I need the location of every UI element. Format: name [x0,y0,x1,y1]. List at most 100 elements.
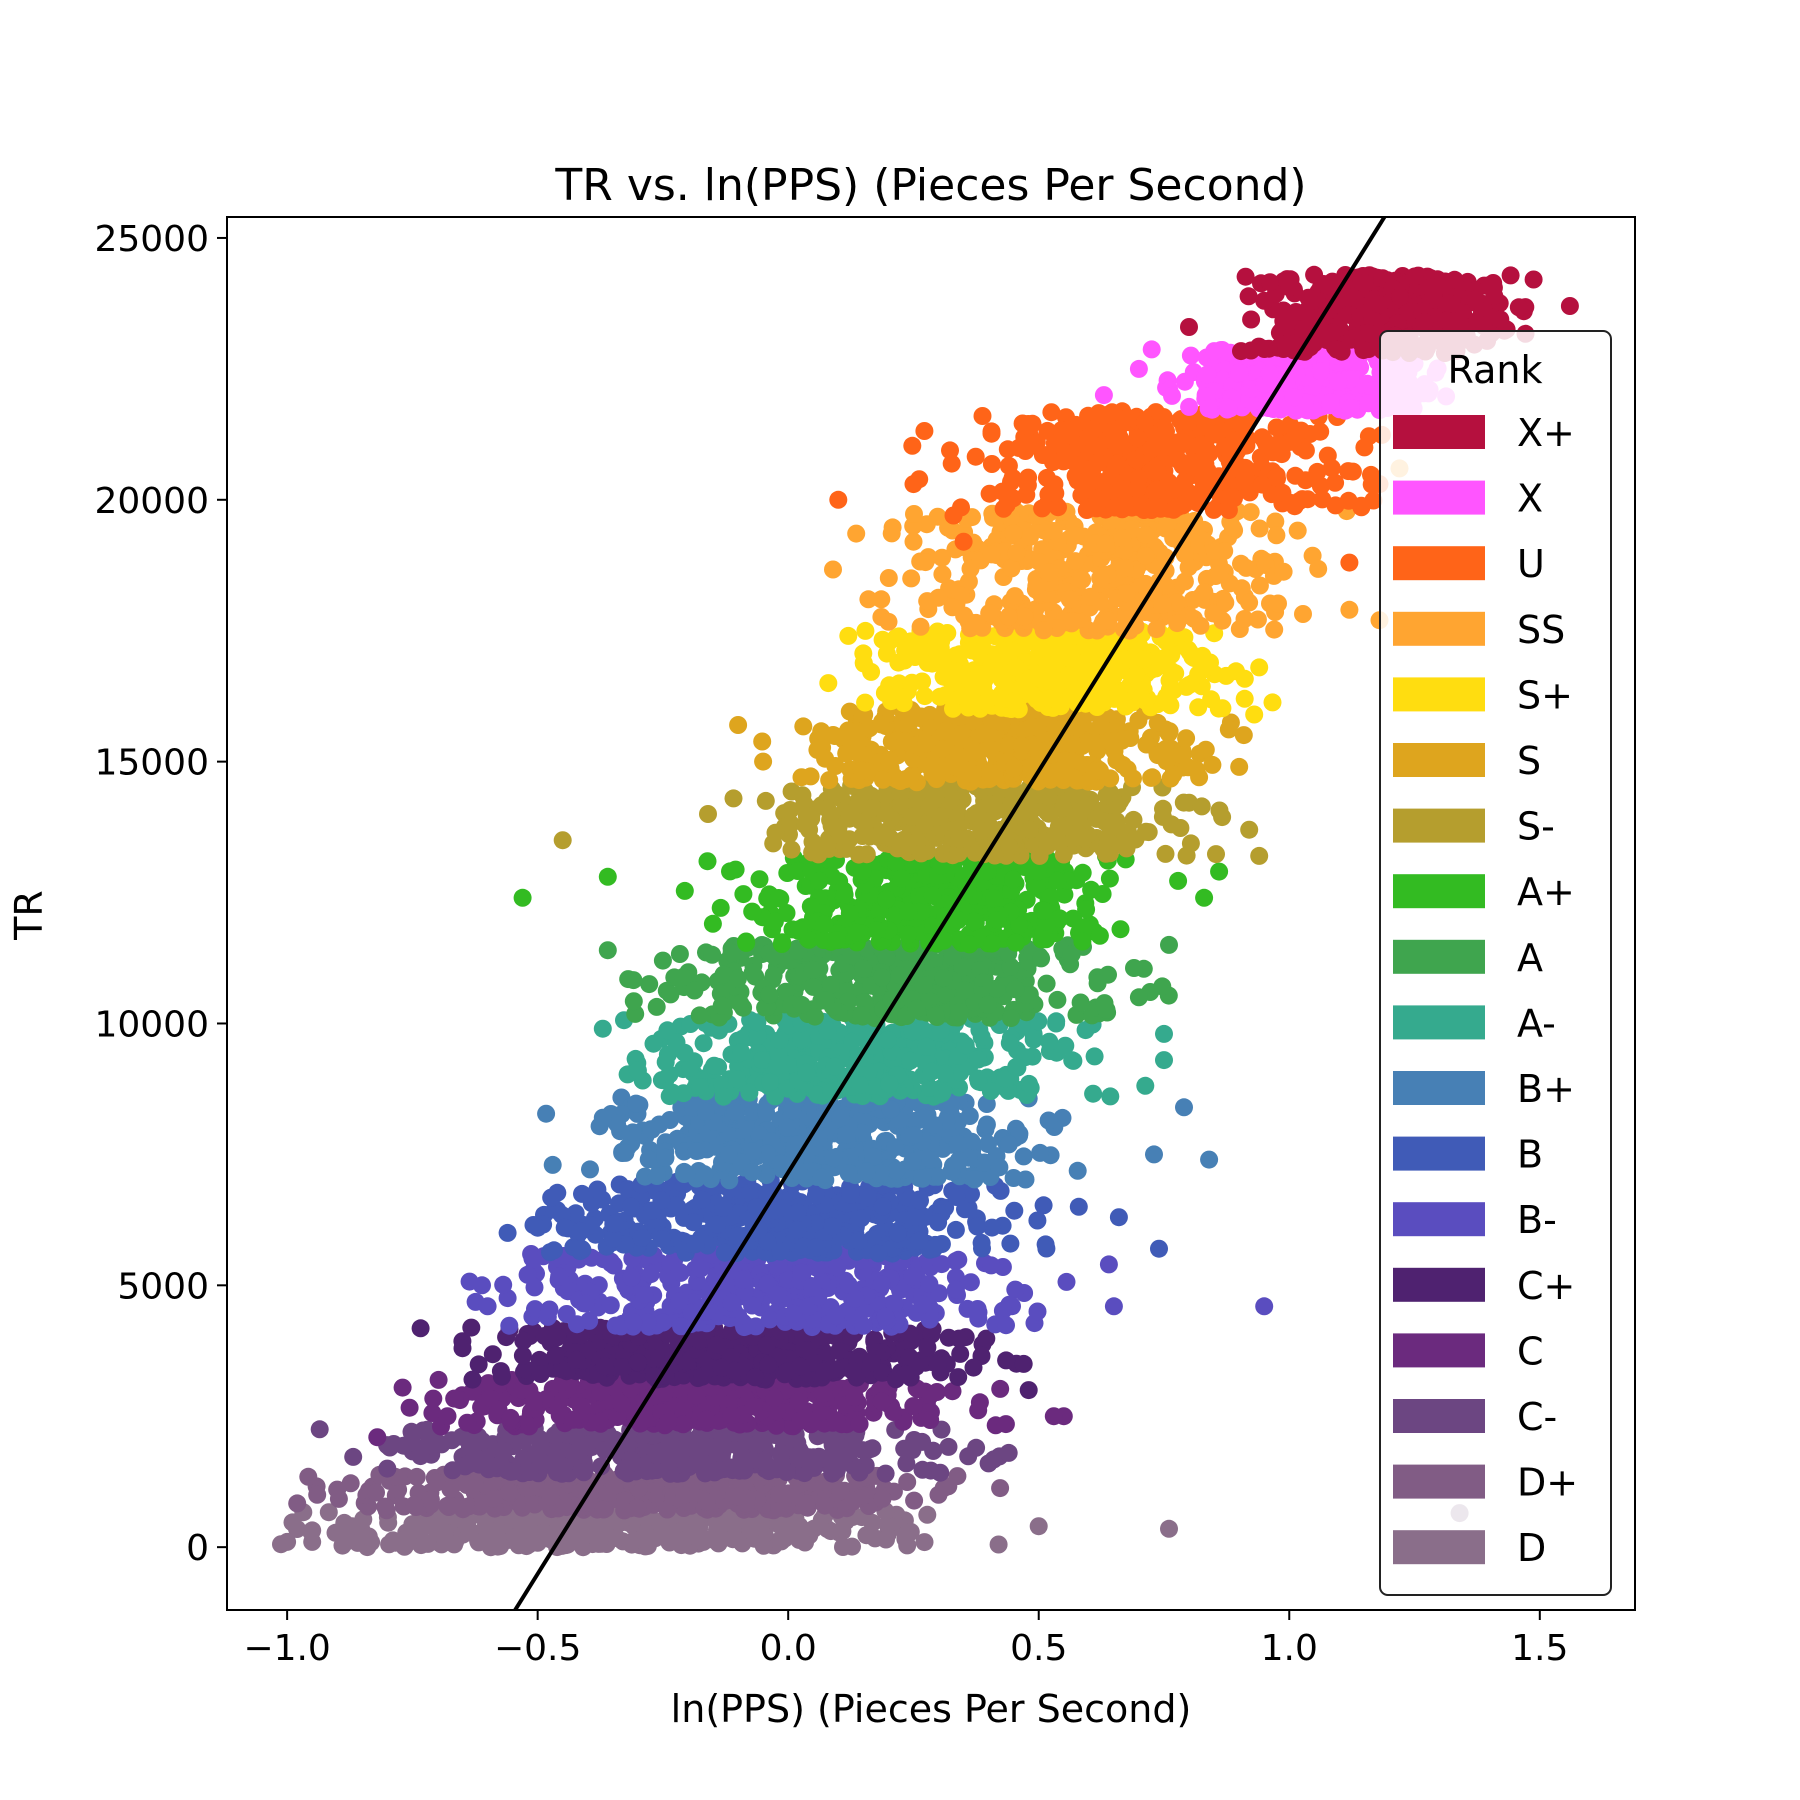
data-point [872,968,891,987]
data-point [1040,1032,1059,1051]
data-point [773,933,792,952]
data-point [1006,933,1025,952]
data-point [939,1328,958,1347]
data-point [914,976,933,994]
data-point [1073,863,1092,882]
data-point [747,1435,766,1454]
data-point [537,1104,556,1123]
data-point [508,1530,527,1549]
data-point [1255,1297,1274,1316]
data-point [903,1267,922,1286]
data-point [834,1538,852,1556]
data-point [850,1463,869,1482]
data-point [959,1447,978,1466]
data-point [612,1394,631,1413]
series-A+ [513,847,1229,954]
data-point [743,902,762,921]
data-point [595,1441,614,1460]
data-point [913,1295,932,1314]
data-point [714,1087,733,1106]
data-point [438,1496,457,1515]
data-point [572,1239,591,1258]
data-point [640,975,659,994]
data-point [1028,1302,1047,1321]
data-points [272,265,1579,1557]
data-point [644,1034,663,1053]
data-point [624,992,643,1011]
data-point [743,1163,762,1182]
data-point [797,1063,816,1082]
data-point [765,1389,784,1408]
data-point [1057,1272,1076,1291]
data-point [1039,1111,1058,1130]
data-point [873,1489,892,1508]
data-point [831,1109,850,1127]
data-point [607,1529,626,1548]
data-point [598,941,617,960]
data-point [768,1285,787,1304]
data-point [1177,846,1196,865]
data-point [393,1378,412,1397]
data-point [810,871,829,890]
data-point [784,1304,803,1323]
data-point [642,1120,661,1139]
data-point [835,885,854,904]
data-point [1071,993,1090,1012]
data-point [1002,1009,1020,1028]
data-point [827,931,846,950]
data-point [807,1238,826,1257]
data-point [571,1222,590,1241]
data-point [542,1188,561,1207]
data-point [454,1500,472,1519]
data-point [319,1503,338,1522]
data-point [500,1316,519,1335]
data-point [899,925,918,944]
data-point [1104,1297,1123,1316]
data-point [494,1275,513,1294]
data-point [910,1190,929,1209]
data-point [876,1307,895,1326]
data-point [531,1365,550,1383]
data-point [495,1442,513,1461]
data-point [544,1452,563,1471]
data-point [436,1532,455,1551]
data-point [924,1239,943,1258]
data-point [705,1463,724,1482]
data-point [403,1515,422,1534]
data-point [625,1531,644,1550]
data-point [1153,977,1172,996]
data-point [792,995,811,1014]
data-point [565,1442,584,1461]
data-point [674,1402,693,1421]
data-point [876,1464,895,1483]
data-point [903,1152,922,1171]
data-point [635,1410,654,1428]
data-point [857,1526,876,1545]
data-point [695,1165,714,1184]
data-point [698,852,717,871]
data-point [782,840,801,859]
data-point [997,1316,1015,1335]
data-point [520,1417,539,1436]
data-point [712,996,731,1015]
data-point [722,1406,741,1425]
data-point [931,1463,950,1482]
data-point [772,1453,791,1472]
data-point [924,1441,943,1460]
data-point [913,1460,932,1479]
data-point [492,1367,511,1386]
data-point [1028,862,1047,881]
data-point [999,1135,1018,1154]
data-point [1155,1051,1173,1070]
data-point [564,1410,583,1429]
data-point [1001,1234,1020,1253]
data-point [670,945,689,963]
data-point [1111,920,1130,939]
data-point [405,1495,424,1514]
data-point [531,1430,549,1448]
data-point [769,889,788,907]
data-point [616,1143,635,1162]
data-point [750,870,769,889]
data-point [462,1318,481,1337]
